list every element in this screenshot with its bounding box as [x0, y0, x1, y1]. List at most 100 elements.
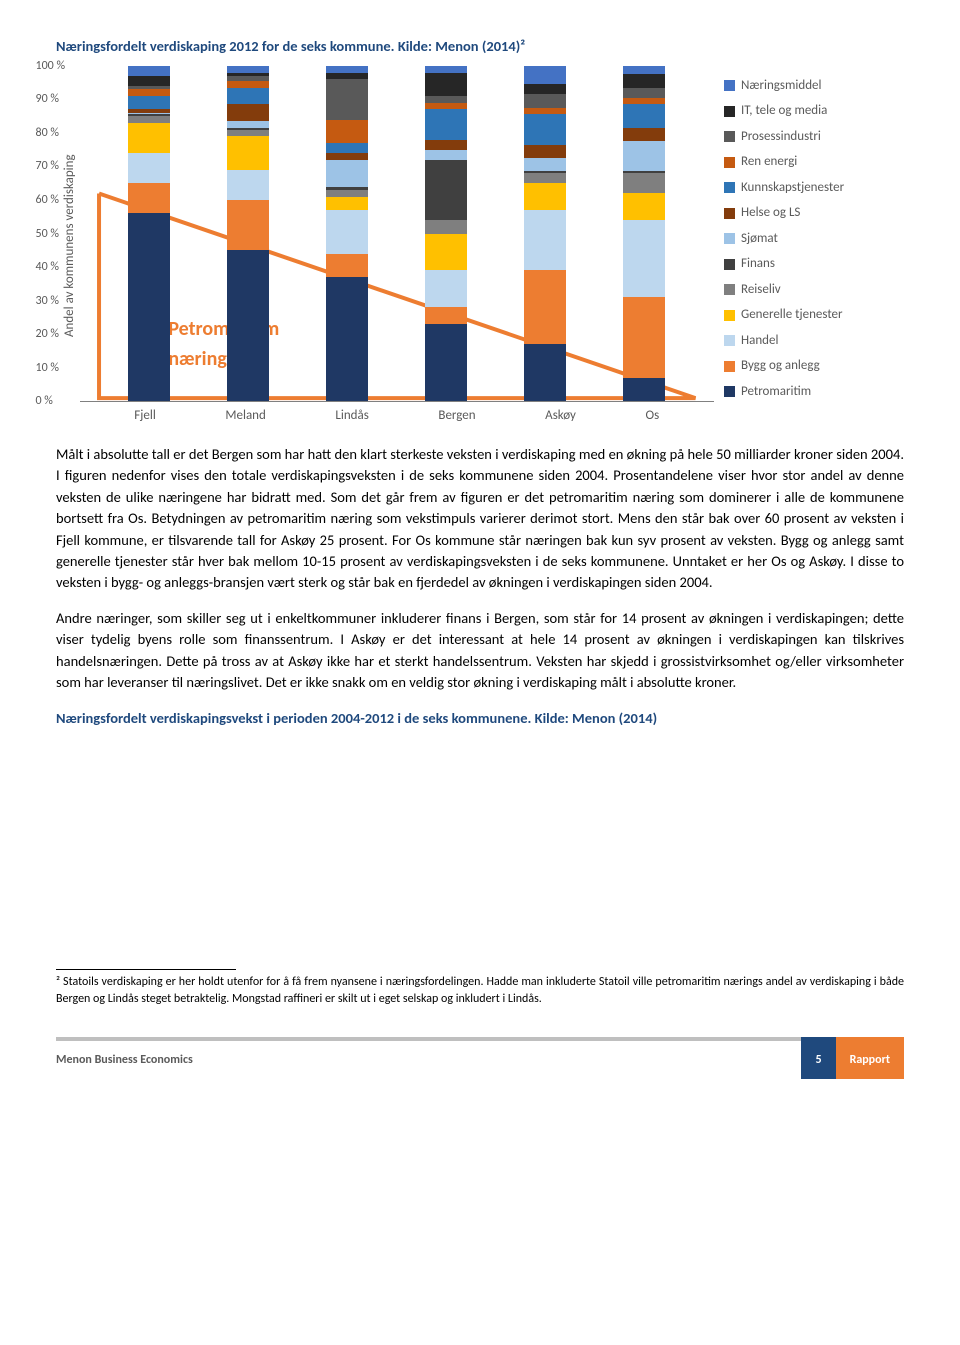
x-tick-label: Bergen — [438, 406, 475, 426]
bar-segment — [227, 121, 269, 128]
bar-segment — [623, 98, 665, 105]
chart-legend: Næringsmiddel IT, tele og media Prosessind… — [714, 66, 904, 426]
legend-swatch — [724, 106, 735, 117]
legend-label: Finans — [741, 254, 775, 274]
bar-segment — [524, 108, 566, 115]
bar-segment — [227, 104, 269, 121]
bar-segment — [326, 277, 368, 401]
bar-segment — [425, 270, 467, 307]
bar-segment — [524, 344, 566, 401]
legend-swatch — [724, 259, 735, 270]
bar-segment — [326, 160, 368, 187]
legend-swatch — [724, 284, 735, 295]
legend-label: Handel — [741, 331, 778, 351]
bar-segment — [326, 153, 368, 160]
bar-segment — [524, 84, 566, 94]
bar-segment — [524, 66, 566, 84]
bar-segment — [326, 143, 368, 153]
legend-label: Petromaritim — [741, 382, 811, 402]
legend-swatch — [724, 361, 735, 372]
bar — [128, 66, 170, 402]
legend-item: Helse og LS — [724, 203, 904, 223]
bar-segment — [623, 66, 665, 74]
bar-segment — [227, 170, 269, 200]
y-tick: 10 % — [36, 359, 59, 377]
bar-segment — [326, 190, 368, 197]
bar-segment — [623, 297, 665, 378]
bar-segment — [524, 158, 566, 171]
footer-company: Menon Business Economics — [56, 1037, 801, 1079]
bar-segment — [128, 123, 170, 153]
bar-segment — [227, 136, 269, 170]
x-tick-label: Lindås — [335, 406, 368, 426]
bar-segment — [425, 140, 467, 150]
legend-swatch — [724, 335, 735, 346]
legend-item: Sjømat — [724, 229, 904, 249]
bar-segment — [326, 79, 368, 119]
bar-segment — [326, 254, 368, 277]
legend-item: Reiseliv — [724, 280, 904, 300]
bar-segment — [227, 88, 269, 105]
bar-segment — [425, 73, 467, 96]
bar-segment — [227, 130, 269, 137]
bar-segment — [524, 173, 566, 183]
bar-segment — [326, 197, 368, 210]
bar-segment — [524, 94, 566, 107]
bar-segment — [425, 150, 467, 160]
bar-segment — [623, 141, 665, 171]
legend-swatch — [724, 233, 735, 244]
footer-page-number: 5 — [801, 1037, 835, 1079]
legend-item: Generelle tjenester — [724, 305, 904, 325]
bar-segment — [227, 250, 269, 401]
bar-segment — [128, 213, 170, 401]
paragraph-1: Målt i absolutte tall er det Bergen som … — [56, 444, 904, 594]
bar-segment — [128, 76, 170, 86]
bar-segment — [623, 173, 665, 193]
legend-item: IT, tele og media — [724, 101, 904, 121]
bar-segment — [425, 324, 467, 401]
bar-segment — [128, 116, 170, 123]
legend-swatch — [724, 208, 735, 219]
x-tick-label: Os — [646, 406, 660, 426]
triangle-overlay — [80, 66, 715, 402]
y-tick: 0 % — [36, 392, 53, 410]
footnote-separator — [56, 969, 236, 970]
x-axis-labels: FjellMelandLindåsBergenAskøyOs — [80, 402, 715, 426]
legend-label: Prosessindustri — [741, 127, 821, 147]
legend-swatch — [724, 182, 735, 193]
bar-segment — [425, 109, 467, 139]
chart-plot: Petromaritim næring 0 %10 %20 %30 %40 %5… — [80, 66, 715, 403]
y-tick: 90 % — [36, 90, 59, 108]
bar-segment — [425, 96, 467, 103]
bar — [623, 66, 665, 402]
bar-segment — [128, 183, 170, 213]
legend-label: Ren energi — [741, 152, 797, 172]
footnote: ² Statoils verdiskaping er her holdt ute… — [56, 974, 904, 1006]
legend-swatch — [724, 157, 735, 168]
bar-segment — [128, 96, 170, 109]
legend-swatch — [724, 310, 735, 321]
subtitle: Næringsfordelt verdiskapingsvekst i peri… — [56, 708, 904, 730]
bar-segment — [425, 103, 467, 110]
chart-container: Andel av kommunens verdiskaping Petromar… — [56, 66, 904, 426]
legend-item: Kunnskapstjenester — [724, 178, 904, 198]
legend-item: Ren energi — [724, 152, 904, 172]
legend-swatch — [724, 80, 735, 91]
legend-label: Helse og LS — [741, 203, 800, 223]
bar-segment — [326, 66, 368, 73]
bar — [425, 66, 467, 402]
bar — [227, 66, 269, 402]
legend-item: Bygg og anlegg — [724, 356, 904, 376]
legend-item: Næringsmiddel — [724, 76, 904, 96]
legend-label: Sjømat — [741, 229, 778, 249]
legend-item: Handel — [724, 331, 904, 351]
bar-segment — [227, 66, 269, 73]
bar-segment — [623, 378, 665, 401]
legend-label: Generelle tjenester — [741, 305, 843, 325]
x-tick-label: Askøy — [545, 406, 576, 426]
bar-segment — [425, 220, 467, 233]
legend-item: Petromaritim — [724, 382, 904, 402]
y-tick: 50 % — [36, 225, 59, 243]
legend-label: Bygg og anlegg — [741, 356, 820, 376]
bar-segment — [623, 74, 665, 87]
